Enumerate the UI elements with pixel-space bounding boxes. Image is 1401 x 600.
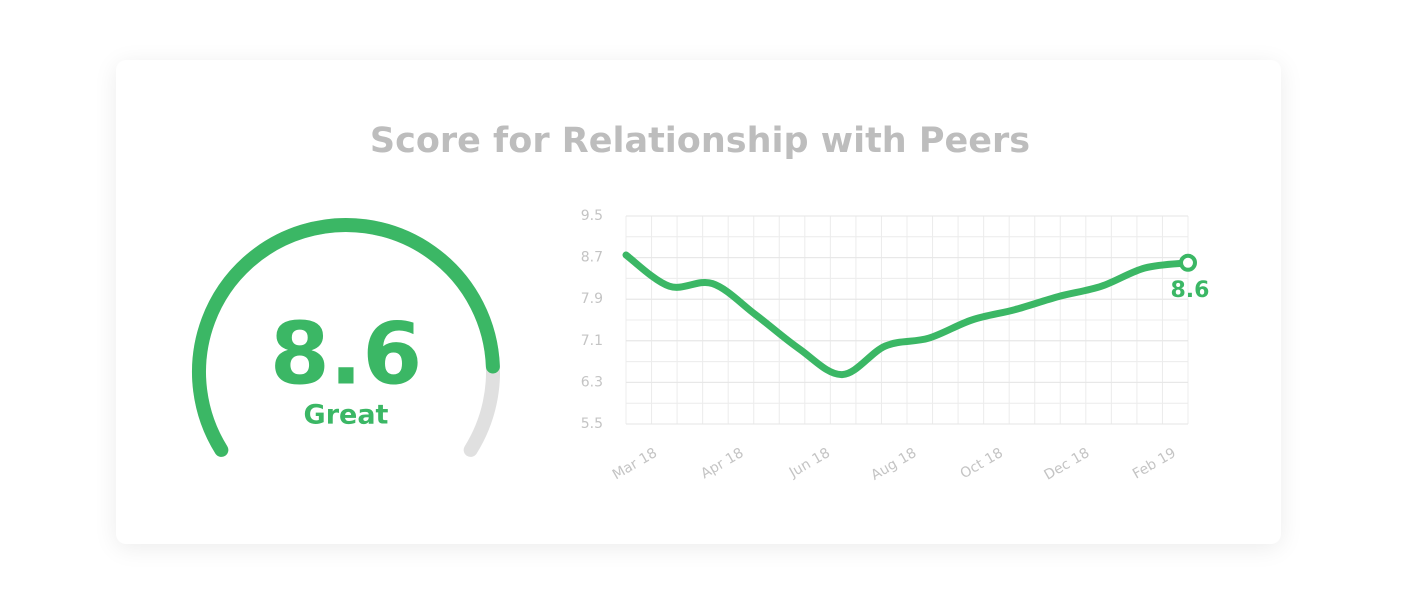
x-tick-label: Dec 18 — [1042, 445, 1093, 484]
y-tick-label: 9.5 — [581, 208, 603, 224]
x-tick-label: Aug 18 — [868, 445, 919, 484]
end-marker — [1179, 253, 1197, 272]
end-label: 8.6 — [1171, 278, 1210, 303]
gauge-label: Great — [304, 400, 389, 431]
gauge-value: 8.6 — [270, 304, 422, 404]
y-tick-label: 5.5 — [581, 416, 603, 432]
x-tick-label: Oct 18 — [958, 445, 1006, 482]
x-tick-label: Apr 18 — [698, 445, 746, 482]
gauge-arc — [192, 218, 500, 457]
y-tick-label: 7.1 — [581, 333, 603, 349]
line — [622, 251, 1192, 379]
card-title: Score for Relationship with Peers — [370, 121, 1030, 161]
x-tick-label: Jun 18 — [786, 445, 833, 481]
y-tick-label: 7.9 — [581, 291, 603, 307]
y-tick-label: 8.7 — [581, 250, 603, 266]
y-tick-label: 6.3 — [581, 374, 603, 390]
x-tick-label: Feb 19 — [1130, 445, 1179, 482]
card — [116, 60, 1281, 544]
x-tick-label: Mar 18 — [610, 445, 660, 483]
